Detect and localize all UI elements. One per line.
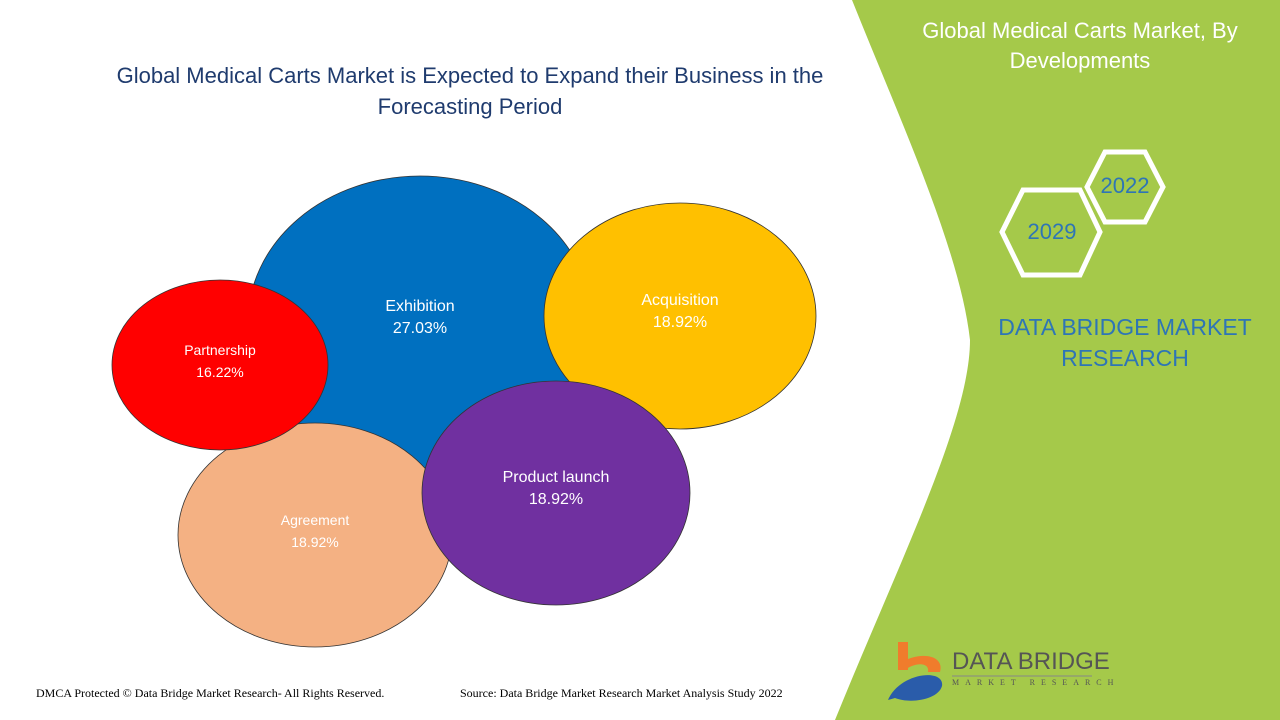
side-panel-title: Global Medical Carts Market, By Developm…	[922, 18, 1238, 73]
bubble-partnership	[111, 279, 329, 451]
bubble-value: 18.92%	[528, 491, 584, 508]
bubble-label-product-launch: Product launch 18.92%	[503, 467, 610, 511]
bubble-category: Product launch	[502, 469, 610, 486]
logo-subtext: MARKET RESEARCH	[952, 678, 1120, 687]
bubble-label-partnership: Partnership 16.22%	[184, 339, 256, 383]
source-note: Source: Data Bridge Market Research Mark…	[460, 686, 783, 700]
page-title: Global Medical Carts Market is Expected …	[116, 63, 824, 119]
side-panel	[835, 0, 1280, 720]
bubble-category: Agreement	[280, 512, 350, 528]
logo-text: DATA BRIDGE	[952, 648, 1110, 675]
bubble-category: Partnership	[184, 342, 256, 358]
bubble-label-acquisition: Acquisition 18.92%	[641, 290, 718, 334]
bubble-value: 18.92%	[291, 534, 339, 550]
copyright-notice: DMCA Protected © Data Bridge Market Rese…	[36, 686, 385, 700]
bubble-category: Acquisition	[641, 292, 719, 309]
brand-name: DATA BRIDGE MARKET RESEARCH	[998, 314, 1252, 371]
bubble-chart	[111, 175, 817, 648]
year-2029: 2029	[1027, 219, 1077, 244]
year-2022: 2022	[1100, 173, 1150, 198]
bubble-category: Exhibition	[385, 298, 455, 315]
hexagon-2029	[999, 187, 1103, 278]
bubble-acquisition	[543, 202, 817, 430]
bubble-value: 27.03%	[392, 320, 448, 337]
logo-icon	[888, 642, 1092, 701]
bubble-product-launch	[421, 380, 691, 606]
bubble-value: 18.92%	[652, 314, 708, 331]
hexagon-2022	[1084, 149, 1166, 225]
bubble-label-exhibition: Exhibition 27.03%	[385, 296, 454, 340]
bubble-label-agreement: Agreement 18.92%	[281, 509, 349, 553]
bubble-value: 16.22%	[196, 364, 244, 380]
